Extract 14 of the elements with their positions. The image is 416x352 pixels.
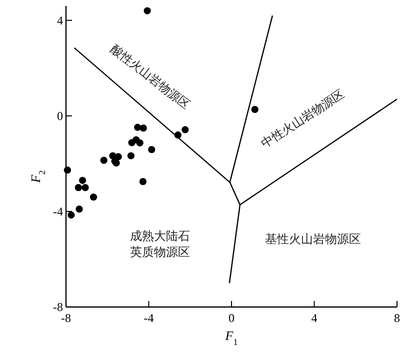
y-tick-label: -8 bbox=[53, 300, 63, 314]
annotation: 酸性火山岩物源区 bbox=[108, 42, 193, 112]
x-tick-label: 8 bbox=[394, 311, 400, 325]
annotation: 基性火山岩物源区 bbox=[265, 232, 361, 246]
x-tick-label: 0 bbox=[228, 311, 234, 325]
annotation: 中性火山岩物源区 bbox=[258, 86, 347, 151]
y-tick-label: -4 bbox=[53, 204, 63, 218]
x-tick-label: 4 bbox=[311, 311, 318, 325]
annotation: 成熟大陆石 bbox=[130, 229, 190, 243]
x-axis-title: F$_{1}$ bbox=[224, 328, 238, 347]
annotation: 英质物源区 bbox=[130, 245, 190, 259]
y-tick-label: 0 bbox=[57, 108, 63, 123]
y-tick-label: 4 bbox=[57, 13, 63, 28]
x-tick-label: -4 bbox=[144, 311, 154, 325]
